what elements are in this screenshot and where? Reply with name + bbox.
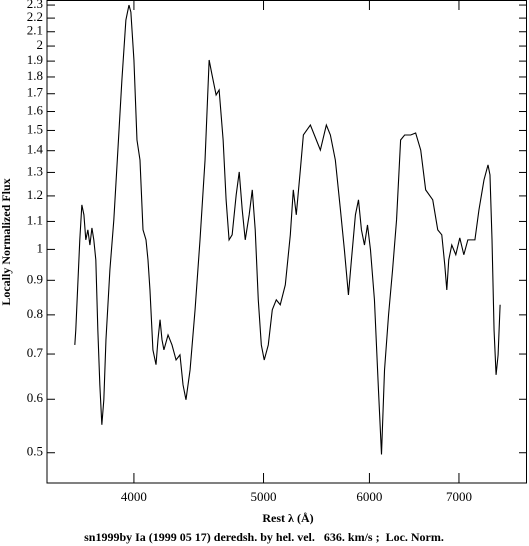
y-tick-label: 1.4 <box>27 142 44 157</box>
caption: sn1999by Ia (1999 05 17) deredsh. by hel… <box>84 530 444 544</box>
spectrum-line <box>74 4 501 455</box>
y-tick-label: 1.6 <box>27 103 44 118</box>
y-tick-label: 2.1 <box>27 23 43 38</box>
y-tick-label: 0.7 <box>27 345 44 360</box>
y-tick-label: 1.2 <box>27 187 43 202</box>
y-tick-label: 1.7 <box>27 85 44 100</box>
x-tick-label: 6000 <box>356 489 382 504</box>
y-axis-label: Locally Normalized Flux <box>0 178 13 305</box>
y-tick-label: 0.6 <box>27 390 44 405</box>
x-tick-label: 4000 <box>121 489 147 504</box>
y-tick-label: 0.8 <box>27 306 43 321</box>
x-tick-label: 7000 <box>446 489 472 504</box>
x-tick-label: 5000 <box>251 489 277 504</box>
y-tick-label: 1.9 <box>27 52 43 67</box>
y-tick-label: 2.3 <box>27 0 43 11</box>
y-tick-label: 1.1 <box>27 212 43 227</box>
y-tick-label: 1.8 <box>27 68 43 83</box>
y-tick-label: 0.5 <box>27 444 43 459</box>
y-tick-label: 1.3 <box>27 163 43 178</box>
x-axis-label: Rest λ (Å) <box>262 511 313 525</box>
plot-frame <box>46 0 527 484</box>
y-tick-label: 1 <box>37 240 44 255</box>
y-tick-label: 1.5 <box>27 121 43 136</box>
y-tick-label: 0.9 <box>27 271 43 286</box>
y-tick-label: 2.2 <box>27 9 43 24</box>
y-tick-label: 2 <box>37 37 44 52</box>
